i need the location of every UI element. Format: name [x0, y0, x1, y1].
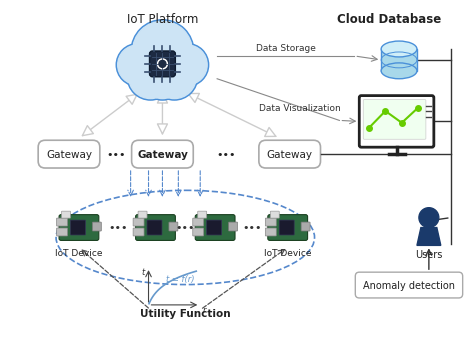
- Text: IoT Device: IoT Device: [264, 249, 311, 258]
- FancyBboxPatch shape: [301, 222, 310, 231]
- FancyBboxPatch shape: [136, 214, 175, 240]
- FancyBboxPatch shape: [363, 100, 426, 139]
- Circle shape: [167, 45, 207, 85]
- FancyBboxPatch shape: [195, 214, 235, 240]
- Text: •••: •••: [216, 150, 236, 160]
- Text: IoT Device: IoT Device: [55, 249, 103, 258]
- Text: Gateway: Gateway: [137, 150, 188, 160]
- FancyBboxPatch shape: [92, 222, 101, 231]
- Text: r: r: [202, 306, 206, 315]
- Circle shape: [153, 55, 196, 99]
- Circle shape: [127, 54, 174, 100]
- Circle shape: [151, 54, 198, 100]
- FancyBboxPatch shape: [193, 228, 204, 236]
- Circle shape: [159, 60, 166, 67]
- Polygon shape: [417, 227, 441, 246]
- Text: Users: Users: [415, 250, 443, 260]
- FancyBboxPatch shape: [228, 222, 237, 231]
- Text: •••: •••: [106, 150, 126, 160]
- FancyBboxPatch shape: [259, 140, 320, 168]
- Text: Anomaly detection: Anomaly detection: [363, 281, 455, 291]
- Circle shape: [133, 21, 192, 81]
- FancyBboxPatch shape: [356, 272, 463, 298]
- Text: t = f(r): t = f(r): [166, 275, 195, 284]
- Text: •••: •••: [242, 223, 262, 233]
- Text: Gateway: Gateway: [46, 150, 92, 160]
- Circle shape: [128, 55, 173, 99]
- FancyBboxPatch shape: [147, 220, 162, 235]
- Text: Data Visualization: Data Visualization: [259, 104, 340, 114]
- Text: •••: •••: [108, 223, 128, 233]
- FancyBboxPatch shape: [133, 228, 144, 236]
- Circle shape: [141, 57, 184, 100]
- FancyBboxPatch shape: [198, 211, 207, 218]
- Text: Cloud Database: Cloud Database: [337, 13, 441, 26]
- Circle shape: [118, 45, 157, 85]
- FancyBboxPatch shape: [265, 228, 276, 236]
- Circle shape: [131, 20, 194, 82]
- FancyBboxPatch shape: [38, 140, 100, 168]
- FancyBboxPatch shape: [265, 218, 276, 226]
- FancyBboxPatch shape: [169, 222, 178, 231]
- Circle shape: [157, 59, 167, 69]
- Circle shape: [419, 208, 439, 227]
- FancyBboxPatch shape: [270, 211, 279, 218]
- FancyBboxPatch shape: [59, 214, 99, 240]
- FancyBboxPatch shape: [149, 51, 175, 77]
- FancyBboxPatch shape: [207, 220, 221, 235]
- FancyBboxPatch shape: [359, 95, 434, 147]
- Polygon shape: [381, 49, 417, 71]
- FancyBboxPatch shape: [279, 220, 294, 235]
- Text: Gateway: Gateway: [267, 150, 313, 160]
- Text: •••: •••: [175, 223, 195, 233]
- FancyBboxPatch shape: [138, 211, 147, 218]
- Text: IoT Platform: IoT Platform: [127, 13, 198, 26]
- FancyBboxPatch shape: [193, 218, 204, 226]
- FancyBboxPatch shape: [132, 140, 193, 168]
- Circle shape: [143, 59, 182, 99]
- Text: t: t: [141, 268, 145, 277]
- FancyBboxPatch shape: [56, 228, 67, 236]
- Circle shape: [166, 44, 209, 86]
- Text: Data Storage: Data Storage: [256, 44, 316, 53]
- FancyBboxPatch shape: [56, 218, 67, 226]
- FancyBboxPatch shape: [71, 220, 85, 235]
- FancyBboxPatch shape: [268, 214, 308, 240]
- Ellipse shape: [381, 41, 417, 57]
- FancyBboxPatch shape: [62, 211, 71, 218]
- Text: Utility Function: Utility Function: [140, 309, 231, 319]
- Circle shape: [116, 44, 159, 86]
- Ellipse shape: [381, 63, 417, 79]
- FancyBboxPatch shape: [133, 218, 144, 226]
